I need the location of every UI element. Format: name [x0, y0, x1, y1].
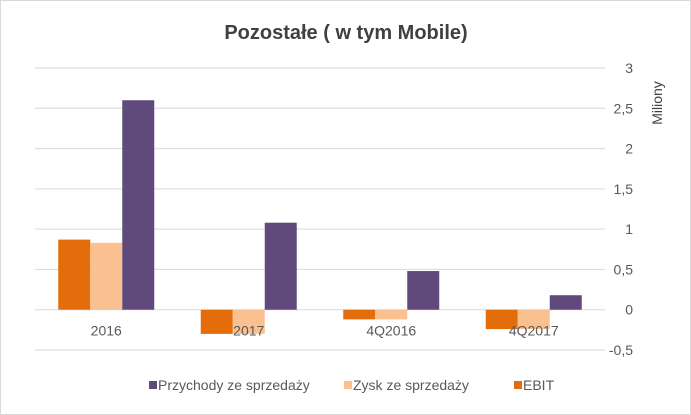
x-tick-label: 4Q2016 [366, 323, 416, 339]
legend-label: EBIT [523, 377, 555, 393]
bar-przychody-ze-sprzeda-y-4q2016 [407, 271, 440, 310]
legend-swatch [149, 381, 157, 389]
y-tick-label: -0,5 [609, 342, 633, 358]
y-tick-label: 2 [625, 141, 633, 157]
y-tick-label: 1,5 [614, 181, 634, 197]
bar-zysk-ze-sprzeda-y-2017 [232, 309, 265, 334]
y-tick-label: 2,5 [614, 100, 634, 116]
legend-swatch [344, 381, 352, 389]
y-tick-label: 0,5 [614, 261, 634, 277]
y-axis-label: Miliony [649, 81, 665, 125]
legend-label: Przychody ze sprzedaży [158, 377, 310, 393]
y-tick-label: 0 [625, 302, 633, 318]
y-tick-labels: 3 2,5 2 1,5 1 0,5 0 -0,5 [609, 60, 633, 358]
bar-zysk-ze-sprzeda-y-2016 [90, 242, 123, 310]
bar-ebit-4q2016 [343, 309, 376, 320]
y-tick-label: 1 [625, 221, 633, 237]
bar-ebit-2016 [58, 239, 91, 310]
chart-title: Pozostałe ( w tym Mobile) [224, 22, 467, 44]
bar-przychody-ze-sprzeda-y-2017 [264, 222, 297, 310]
x-tick-label: 2017 [233, 323, 264, 339]
bar-zysk-ze-sprzeda-y-4q2017 [517, 309, 550, 330]
legend: Przychody ze sprzedaży Zysk ze sprzedaży E… [149, 377, 555, 393]
bar-zysk-ze-sprzeda-y-4q2016 [375, 309, 408, 320]
x-tick-label: 4Q2017 [509, 323, 559, 339]
bars [58, 100, 582, 334]
legend-label: Zysk ze sprzedaży [353, 377, 469, 393]
x-tick-label: 2016 [91, 323, 122, 339]
bar-przychody-ze-sprzeda-y-2016 [122, 100, 155, 310]
bar-ebit-2017 [200, 309, 233, 334]
legend-swatch [514, 381, 522, 389]
bar-przychody-ze-sprzeda-y-4q2017 [549, 295, 582, 310]
x-tick-labels: 2016 2017 4Q2016 4Q2017 [91, 323, 559, 339]
y-tick-label: 3 [625, 60, 633, 76]
bar-ebit-4q2017 [485, 309, 518, 330]
